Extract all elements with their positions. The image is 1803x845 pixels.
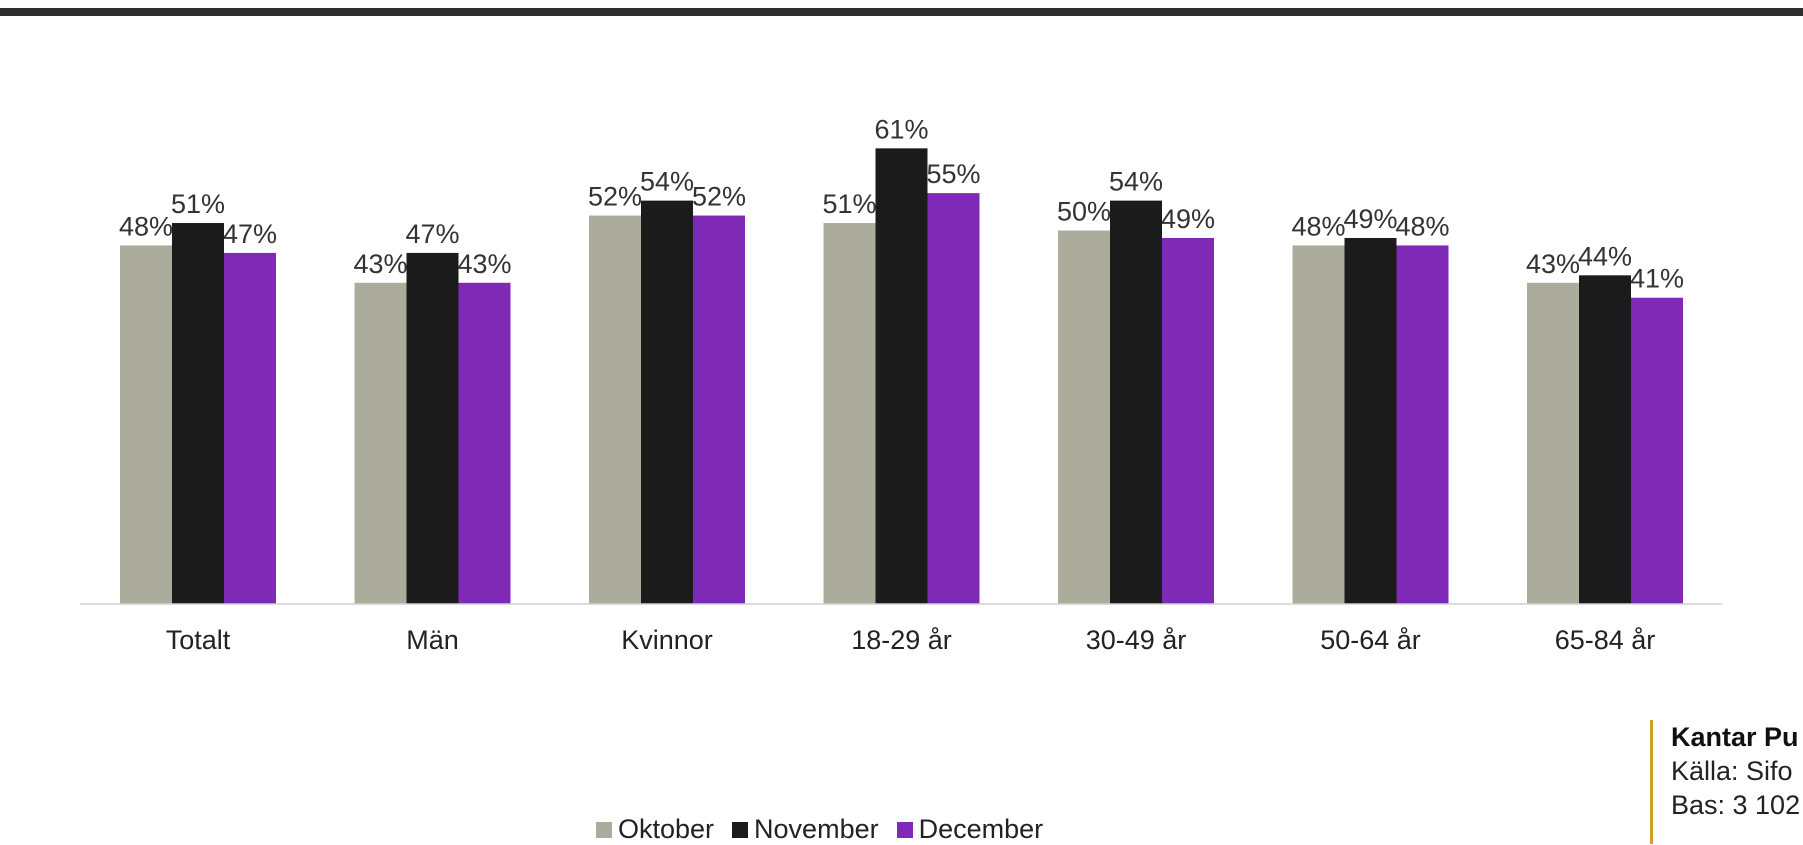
value-label-november-3: 61% [874, 114, 928, 144]
category-label-3: 18-29 år [851, 625, 952, 655]
value-label-november-0: 51% [171, 189, 225, 219]
value-label-oktober-5: 48% [1291, 211, 1345, 241]
value-labels-group: 48%51%47%43%47%43%52%54%52% 51%61%55%50%5… [119, 114, 1684, 293]
value-label-november-6: 44% [1578, 241, 1632, 271]
bar-november-6 [1579, 275, 1631, 604]
legend-label-oktober: Oktober [618, 814, 715, 844]
category-labels-group: Totalt Män Kvinnor 18-29 år 30-49 år 50-64 år… [166, 625, 1656, 655]
bar-december-2 [693, 215, 745, 604]
bar-oktober-5 [1292, 245, 1345, 604]
bar-december-4 [1162, 237, 1214, 604]
source-brand: Kantar Pu [1671, 722, 1799, 752]
legend-label-december: December [918, 814, 1044, 844]
category-label-2: Kvinnor [621, 625, 713, 655]
value-label-december-4: 49% [1161, 204, 1215, 234]
source-line: Källa: Sifo [1671, 756, 1793, 786]
category-label-6: 65-84 år [1555, 625, 1656, 655]
value-label-oktober-3: 51% [822, 189, 876, 219]
legend-label-november: November [754, 814, 879, 844]
bar-november-0 [172, 223, 224, 604]
bars-group [120, 148, 1683, 604]
bar-december-5 [1396, 245, 1449, 604]
value-label-december-2: 52% [692, 182, 746, 212]
value-label-december-1: 43% [457, 249, 511, 279]
bar-oktober-0 [120, 245, 172, 604]
base-line: Bas: 3 102 [1671, 790, 1801, 820]
category-label-4: 30-49 år [1086, 625, 1187, 655]
value-label-november-4: 54% [1109, 167, 1163, 197]
bar-december-0 [224, 252, 276, 604]
bar-december-1 [458, 282, 511, 604]
bar-oktober-1 [354, 282, 407, 604]
category-label-5: 50-64 år [1320, 625, 1421, 655]
value-label-oktober-4: 50% [1057, 197, 1111, 227]
legend-item-november: November [732, 814, 879, 845]
top-rule [0, 8, 1803, 16]
value-label-november-5: 49% [1343, 204, 1397, 234]
value-label-november-1: 47% [405, 219, 459, 249]
legend-swatch-december [896, 821, 913, 838]
bar-oktober-3 [823, 223, 876, 604]
value-label-oktober-6: 43% [1526, 249, 1580, 279]
value-label-oktober-2: 52% [588, 182, 642, 212]
category-label-1: Män [406, 625, 459, 655]
value-label-december-3: 55% [926, 159, 980, 189]
bar-november-1 [406, 252, 459, 604]
bar-oktober-6 [1527, 282, 1579, 604]
legend-item-december: December [896, 814, 1044, 845]
legend-swatch-november [732, 821, 749, 838]
value-label-november-2: 54% [640, 167, 694, 197]
source-note: Kantar Pu Källa: Sifo Bas: 3 102 [1650, 720, 1803, 844]
bar-oktober-4 [1058, 230, 1110, 604]
legend-swatch-oktober [596, 821, 612, 838]
value-label-oktober-0: 48% [119, 211, 173, 241]
value-label-december-0: 47% [223, 219, 277, 249]
value-label-december-5: 48% [1395, 211, 1449, 241]
legend: Oktober November December [596, 814, 1061, 845]
legend-item-oktober: Oktober [596, 814, 714, 845]
value-label-oktober-1: 43% [353, 249, 407, 279]
bar-november-4 [1110, 200, 1162, 604]
bar-november-5 [1344, 237, 1397, 604]
bar-november-3 [875, 148, 928, 604]
bar-chart: 48%51%47%43%47%43%52%54%52% 51%61%55%50%5… [80, 114, 1722, 655]
bar-december-6 [1631, 297, 1683, 604]
category-label-0: Totalt [166, 625, 231, 655]
bar-november-2 [641, 200, 693, 604]
bar-december-3 [927, 193, 980, 604]
bar-oktober-2 [589, 215, 641, 604]
value-label-december-6: 41% [1630, 264, 1684, 294]
